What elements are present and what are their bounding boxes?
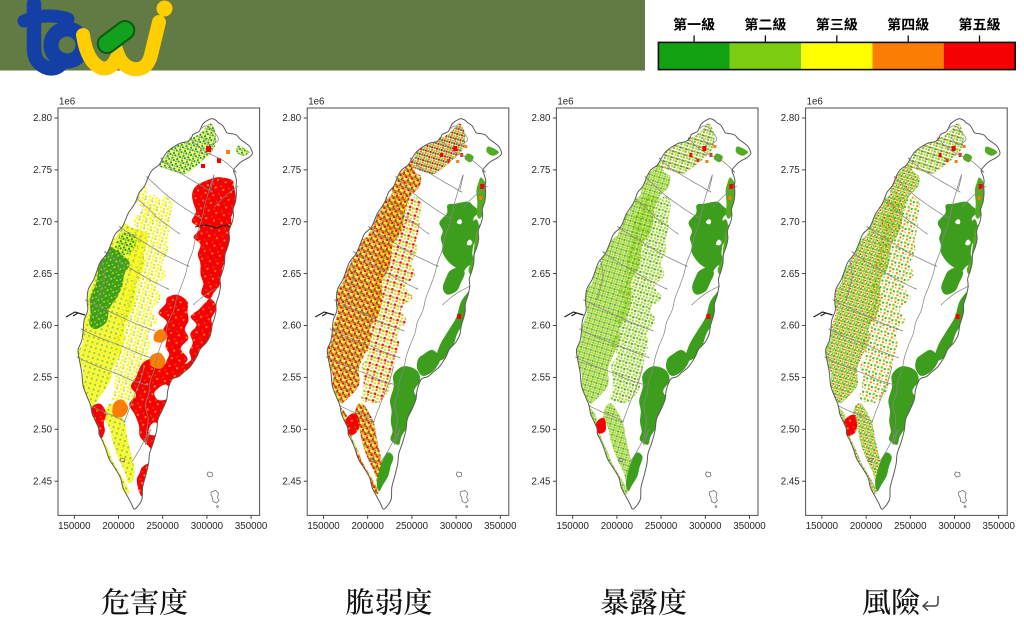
- svg-text:2.45: 2.45: [33, 476, 52, 487]
- svg-text:2.55: 2.55: [33, 373, 52, 384]
- svg-text:300000: 300000: [191, 521, 224, 532]
- svg-text:1e6: 1e6: [308, 97, 324, 108]
- svg-text:2.75: 2.75: [282, 165, 301, 176]
- svg-text:2.60: 2.60: [781, 321, 800, 332]
- svg-text:1e6: 1e6: [807, 97, 823, 108]
- svg-text:2.60: 2.60: [282, 321, 301, 332]
- svg-text:2.50: 2.50: [781, 425, 800, 436]
- svg-text:2.70: 2.70: [282, 217, 301, 228]
- svg-text:200000: 200000: [601, 521, 634, 532]
- svg-text:150000: 150000: [307, 521, 340, 532]
- svg-text:2.70: 2.70: [532, 217, 551, 228]
- svg-text:2.60: 2.60: [532, 321, 551, 332]
- svg-text:2.65: 2.65: [282, 269, 301, 280]
- svg-text:200000: 200000: [102, 521, 135, 532]
- svg-text:350000: 350000: [983, 521, 1016, 532]
- svg-text:300000: 300000: [440, 521, 473, 532]
- svg-text:2.65: 2.65: [532, 269, 551, 280]
- svg-text:2.55: 2.55: [532, 373, 551, 384]
- svg-text:2.65: 2.65: [781, 269, 800, 280]
- svg-text:1e6: 1e6: [557, 97, 573, 108]
- svg-text:300000: 300000: [938, 521, 971, 532]
- svg-text:2.50: 2.50: [33, 425, 52, 436]
- svg-text:150000: 150000: [557, 521, 590, 532]
- svg-text:2.45: 2.45: [781, 476, 800, 487]
- svg-text:2.50: 2.50: [532, 425, 551, 436]
- svg-text:2.60: 2.60: [33, 321, 52, 332]
- svg-text:250000: 250000: [894, 521, 927, 532]
- svg-text:2.55: 2.55: [781, 373, 800, 384]
- svg-text:2.50: 2.50: [282, 425, 301, 436]
- svg-text:150000: 150000: [58, 521, 91, 532]
- svg-text:2.80: 2.80: [781, 113, 800, 124]
- svg-text:2.80: 2.80: [532, 113, 551, 124]
- svg-text:2.45: 2.45: [532, 476, 551, 487]
- svg-text:250000: 250000: [645, 521, 678, 532]
- svg-text:1e6: 1e6: [59, 97, 75, 108]
- svg-text:250000: 250000: [396, 521, 429, 532]
- svg-text:2.80: 2.80: [282, 113, 301, 124]
- svg-text:350000: 350000: [484, 521, 517, 532]
- svg-text:150000: 150000: [806, 521, 839, 532]
- svg-text:2.70: 2.70: [781, 217, 800, 228]
- svg-text:2.75: 2.75: [33, 165, 52, 176]
- svg-text:2.65: 2.65: [33, 269, 52, 280]
- svg-text:2.80: 2.80: [33, 113, 52, 124]
- svg-text:2.45: 2.45: [282, 476, 301, 487]
- svg-text:2.75: 2.75: [532, 165, 551, 176]
- svg-text:300000: 300000: [689, 521, 722, 532]
- svg-text:350000: 350000: [235, 521, 268, 532]
- svg-text:250000: 250000: [147, 521, 180, 532]
- svg-text:2.75: 2.75: [781, 165, 800, 176]
- svg-text:2.55: 2.55: [282, 373, 301, 384]
- svg-text:2.70: 2.70: [33, 217, 52, 228]
- svg-text:200000: 200000: [850, 521, 883, 532]
- svg-text:200000: 200000: [352, 521, 385, 532]
- svg-text:350000: 350000: [733, 521, 766, 532]
